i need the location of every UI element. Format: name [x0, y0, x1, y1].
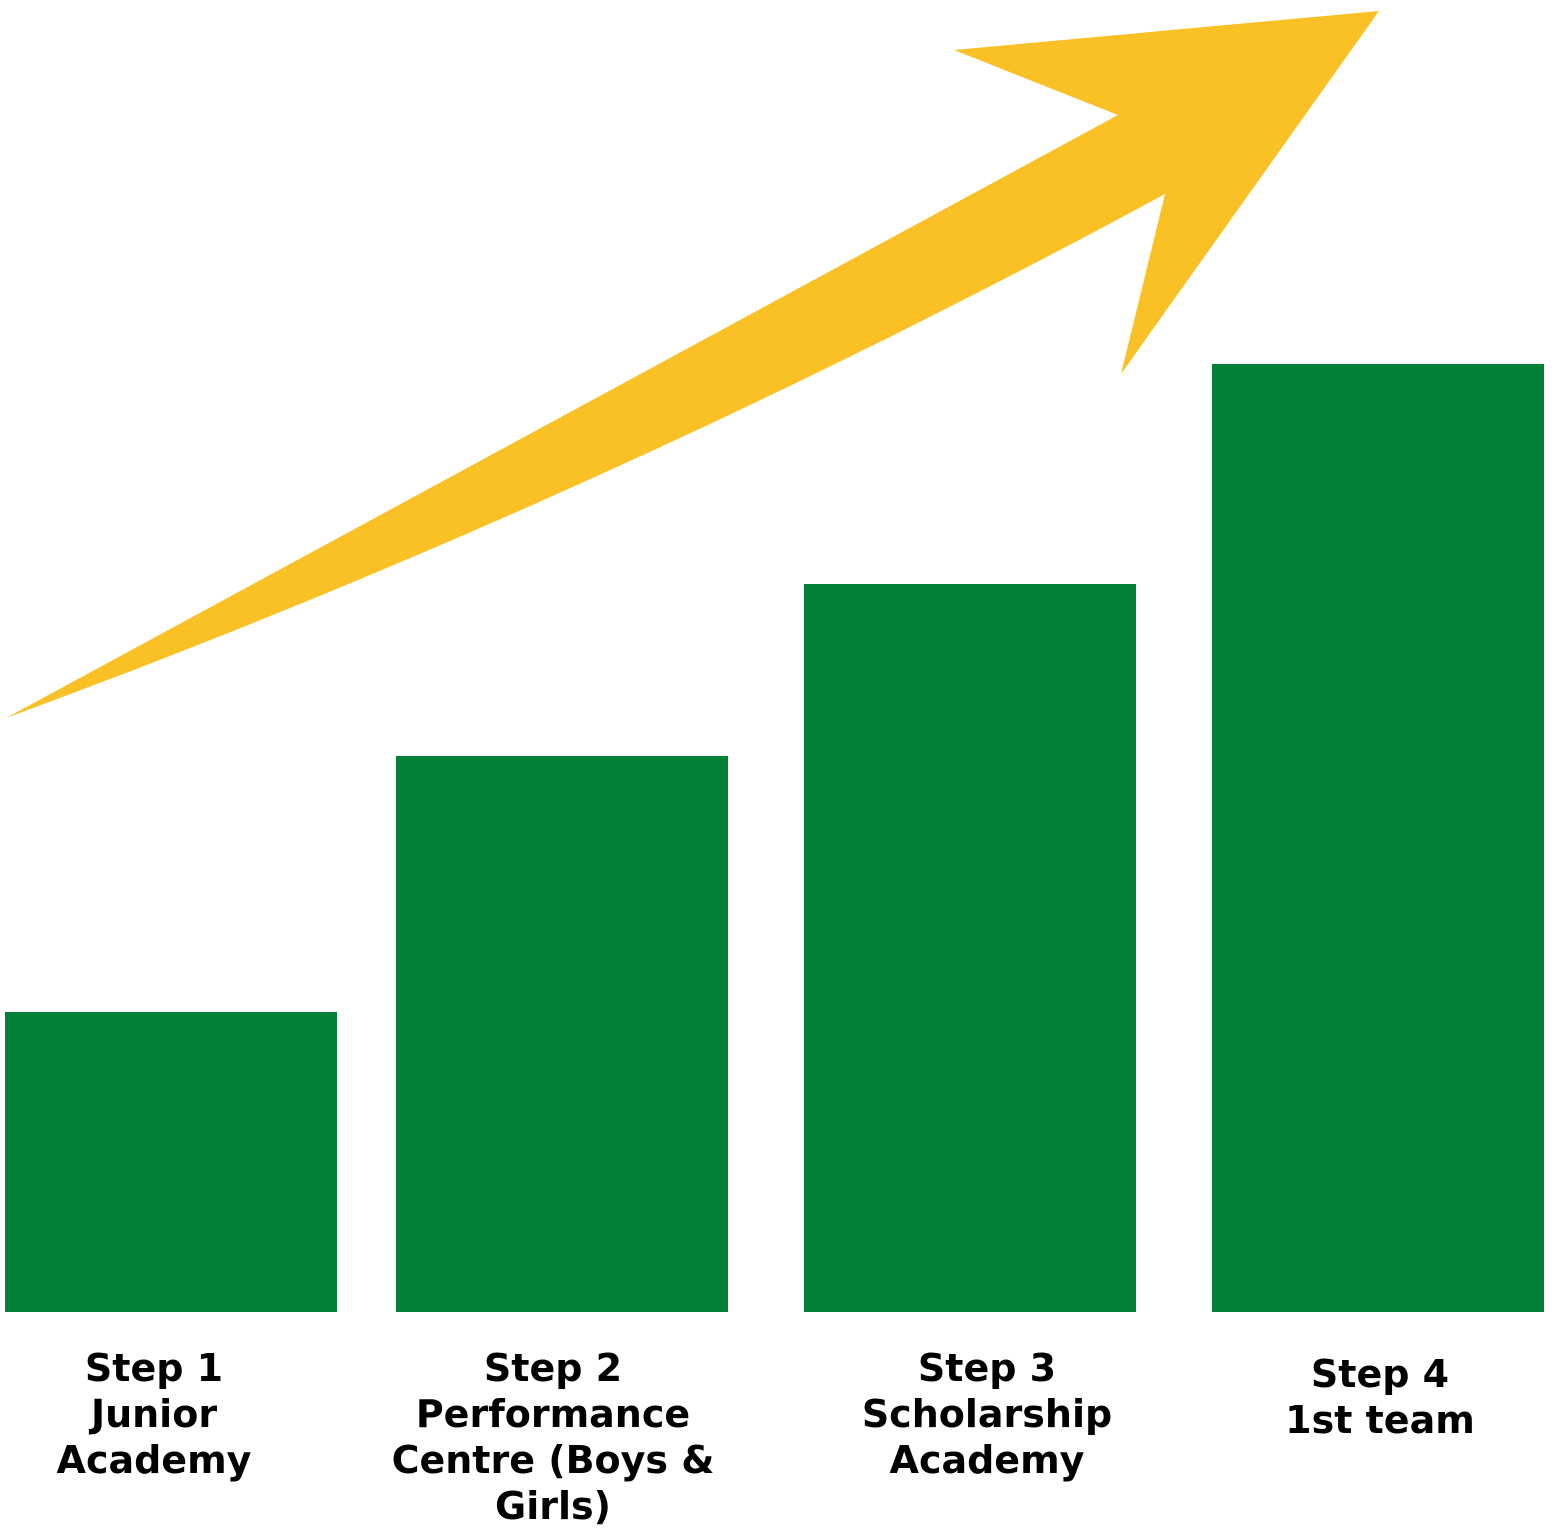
- step-1-title: Step 1: [84, 1346, 224, 1390]
- bar-step-3: [804, 584, 1136, 1312]
- step-2-title: Step 2: [483, 1346, 623, 1390]
- step-3-label: Step 3 Scholarship Academy: [817, 1345, 1157, 1483]
- bar-step-4: [1212, 364, 1544, 1312]
- bar-step-2: [396, 756, 728, 1312]
- step-2-line-3: Girls): [495, 1484, 611, 1528]
- step-4-line-1: 1st team: [1285, 1398, 1475, 1442]
- arrow-shape: [6, 11, 1379, 718]
- step-2-line-1: Performance: [415, 1392, 691, 1436]
- step-2-line-2: Centre (Boys &: [391, 1438, 715, 1482]
- step-4-label: Step 4 1st team: [1210, 1351, 1550, 1443]
- step-1-line-1: Junior: [90, 1392, 218, 1436]
- bar-step-1: [5, 1012, 337, 1312]
- step-4-title: Step 4: [1310, 1352, 1450, 1396]
- step-3-line-2: Academy: [889, 1438, 1085, 1482]
- step-1-line-2: Academy: [56, 1438, 252, 1482]
- step-3-title: Step 3: [917, 1346, 1057, 1390]
- step-2-label: Step 2 Performance Centre (Boys & Girls): [383, 1345, 723, 1529]
- step-1-label: Step 1 Junior Academy: [0, 1345, 324, 1483]
- step-3-line-1: Scholarship: [861, 1392, 1113, 1436]
